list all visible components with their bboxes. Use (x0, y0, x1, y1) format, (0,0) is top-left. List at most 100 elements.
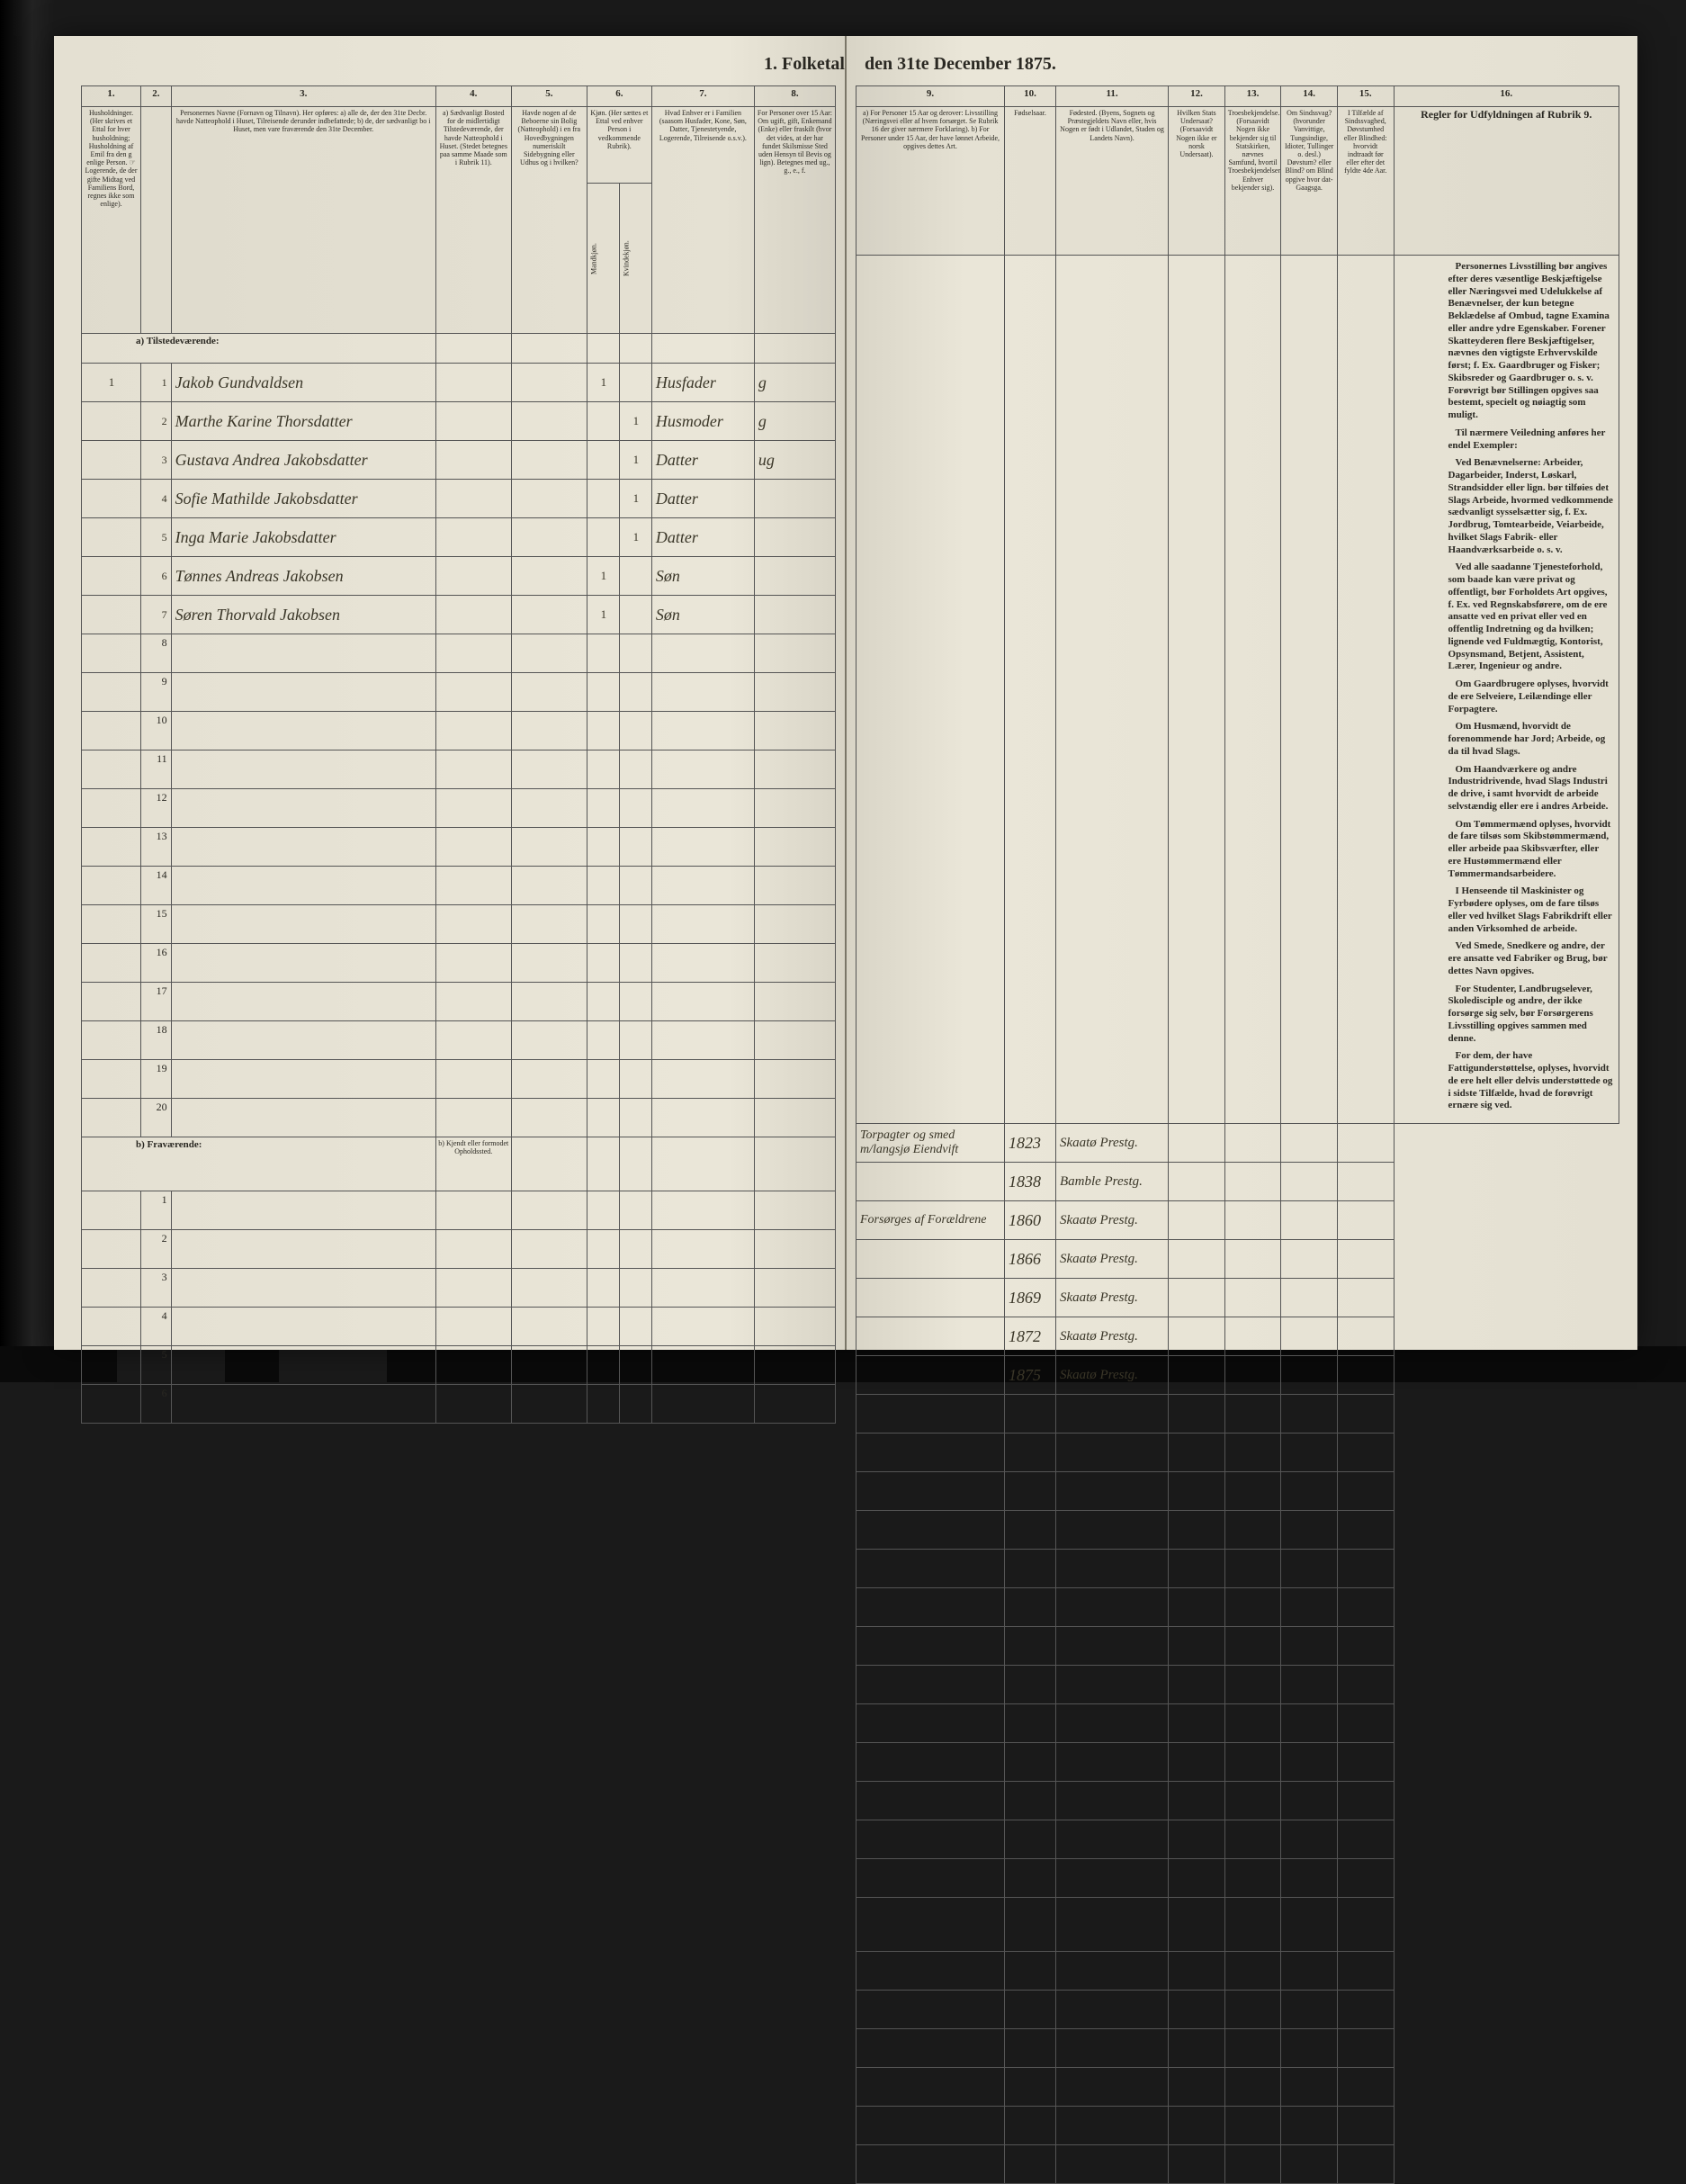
table-row: 4 (82, 1308, 836, 1346)
right-page: den 31te December 1875. 9. 10. 11. 12. 1… (847, 36, 1637, 1350)
cell-year: 1860 (1005, 1201, 1056, 1240)
cell-col4 (435, 596, 511, 634)
table-row: 8 (82, 634, 836, 673)
cell-c12 (1169, 1356, 1225, 1395)
table-row (856, 2029, 1619, 2068)
section-b-row-right (856, 1898, 1619, 1952)
cell-rownum: 17 (141, 983, 172, 1021)
cell-c13 (1224, 1279, 1281, 1317)
cell-c12 (1169, 1163, 1225, 1201)
col-num-5: 5. (511, 86, 587, 107)
cell-hh (82, 480, 141, 518)
cell-rownum: 20 (141, 1099, 172, 1137)
table-row (856, 2068, 1619, 2107)
table-row: 17 (82, 983, 836, 1021)
col-num-3: 3. (171, 86, 435, 107)
table-row (856, 2107, 1619, 2145)
cell-rownum: 3 (141, 441, 172, 480)
cell-place: Skaatø Prestg. (1055, 1317, 1168, 1356)
cell-civil (754, 518, 835, 557)
cell-rownum: 15 (141, 905, 172, 944)
cell-rownum: 9 (141, 673, 172, 712)
cell-col5 (511, 518, 587, 557)
cell-c13 (1224, 1240, 1281, 1279)
cell-hh: 1 (82, 364, 141, 402)
table-row (856, 1588, 1619, 1627)
cell-name: Gustava Andrea Jakobsdatter (171, 441, 435, 480)
col-num-14: 14. (1281, 86, 1338, 107)
cell-col5 (511, 557, 587, 596)
cell-name: Tønnes Andreas Jakobsen (171, 557, 435, 596)
cell-place: Skaatø Prestg. (1055, 1356, 1168, 1395)
cell-liv (856, 1240, 1005, 1279)
col-header-1: Husholdninger. (Her skrives et Ettal for… (82, 107, 141, 334)
cell-c12 (1169, 1317, 1225, 1356)
table-row: 9 (82, 673, 836, 712)
cell-liv: Torpagter og smed m/langsjø Eiendvift (856, 1124, 1005, 1163)
cell-rownum: 6 (141, 557, 172, 596)
section-b-col4: b) Kjendt eller formodet Opholdssted. (435, 1137, 511, 1191)
table-row (856, 1666, 1619, 1704)
cell-col4 (435, 441, 511, 480)
cell-male (587, 480, 619, 518)
page-title-left: 1. Folketal (54, 54, 863, 75)
table-row (856, 1472, 1619, 1511)
cell-c14 (1281, 1317, 1338, 1356)
table-row: 1838Bamble Prestg. (856, 1163, 1619, 1201)
section-a-row-right: Personernes Livsstilling bør angives eft… (856, 256, 1619, 1124)
col-num-16: 16. (1394, 86, 1619, 107)
cell-col4 (435, 402, 511, 441)
table-row (856, 1434, 1619, 1472)
cell-c14 (1281, 1240, 1338, 1279)
col-num-12: 12. (1169, 86, 1225, 107)
col-header-10: Fødselsaar. (1005, 107, 1056, 256)
col-header-16: Regler for Udfyldningen af Rubrik 9. (1394, 107, 1619, 256)
col-num-6: 6. (587, 86, 651, 107)
table-row (856, 1511, 1619, 1550)
table-row (856, 1820, 1619, 1859)
left-page: 1. Folketal 1. 2. 3. 4. 5. 6. 7. 8. (54, 36, 847, 1350)
table-row (856, 1550, 1619, 1588)
col-num-10: 10. (1005, 86, 1056, 107)
cell-liv (856, 1279, 1005, 1317)
table-row: 11Jakob Gundvaldsen1Husfaderg (82, 364, 836, 402)
cell-rownum: 19 (141, 1060, 172, 1099)
table-row: 10 (82, 712, 836, 750)
cell-rownum: 12 (141, 789, 172, 828)
cell-c12 (1169, 1124, 1225, 1163)
cell-rownum: 11 (141, 750, 172, 789)
cell-rownum: 3 (141, 1269, 172, 1308)
table-row: 1875Skaatø Prestg. (856, 1356, 1619, 1395)
table-row: 7Søren Thorvald Jakobsen1Søn (82, 596, 836, 634)
cell-family: Datter (651, 518, 754, 557)
cell-rownum: 5 (141, 1346, 172, 1385)
cell-c14 (1281, 1356, 1338, 1395)
cell-liv (856, 1163, 1005, 1201)
cell-name: Sofie Mathilde Jakobsdatter (171, 480, 435, 518)
cell-place: Skaatø Prestg. (1055, 1124, 1168, 1163)
cell-place: Bamble Prestg. (1055, 1163, 1168, 1201)
cell-male: 1 (587, 557, 619, 596)
col-num-8: 8. (754, 86, 835, 107)
table-row (856, 2145, 1619, 2184)
col-header-2 (141, 107, 172, 334)
cell-year: 1872 (1005, 1317, 1056, 1356)
table-row: 4Sofie Mathilde Jakobsdatter1Datter (82, 480, 836, 518)
cell-liv: Forsørges af Forældrene (856, 1201, 1005, 1240)
cell-name: Inga Marie Jakobsdatter (171, 518, 435, 557)
cell-civil: g (754, 402, 835, 441)
cell-c12 (1169, 1240, 1225, 1279)
cell-male: 1 (587, 364, 619, 402)
col-header-6k: Kvindekjøn. (619, 184, 651, 334)
cell-rownum: 8 (141, 634, 172, 673)
cell-place: Skaatø Prestg. (1055, 1279, 1168, 1317)
table-row (856, 1952, 1619, 1991)
cell-female (619, 557, 651, 596)
col-num-4: 4. (435, 86, 511, 107)
cell-c13 (1224, 1356, 1281, 1395)
cell-year: 1838 (1005, 1163, 1056, 1201)
rubrik9-instructions: Personernes Livsstilling bør angives eft… (1394, 256, 1619, 1124)
col-header-7: Hvad Enhver er i Familien (saasom Husfad… (651, 107, 754, 334)
cell-place: Skaatø Prestg. (1055, 1201, 1168, 1240)
cell-male (587, 441, 619, 480)
